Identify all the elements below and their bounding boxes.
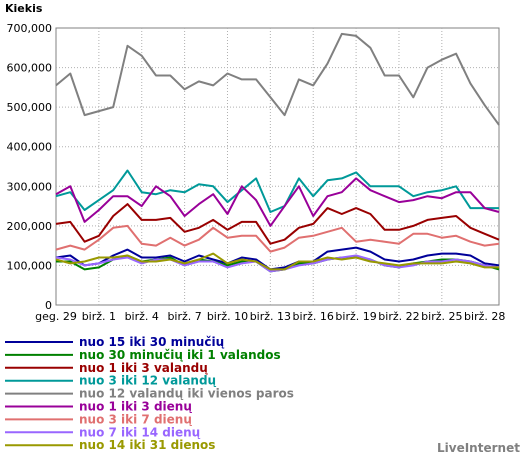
x-tick-label: birž. 19 bbox=[335, 310, 376, 323]
legend-label: nuo 7 iki 14 dienų bbox=[79, 425, 201, 439]
y-tick-label: 300,000 bbox=[7, 180, 53, 193]
series-line bbox=[55, 169, 499, 213]
legend-label: nuo 30 minučių iki 1 valandos bbox=[79, 348, 281, 362]
series-line bbox=[55, 177, 500, 227]
x-tick-label: birž. 10 bbox=[207, 310, 248, 323]
legend-label: nuo 3 iki 12 valandų bbox=[79, 374, 217, 388]
grid bbox=[56, 28, 499, 305]
y-tick-label: 500,000 bbox=[7, 101, 53, 114]
x-tick-label: geg. 29 bbox=[35, 310, 77, 323]
x-tick-label: birž. 4 bbox=[125, 310, 159, 323]
x-tick-label: birž. 28 bbox=[464, 310, 505, 323]
legend-label: nuo 1 iki 3 valandų bbox=[79, 361, 208, 375]
x-axis-labels: geg. 29 birž. 1 birž. 4 birž. 7 birž. 10 birž… bbox=[35, 310, 505, 323]
x-tick-label: birž. 16 bbox=[293, 310, 334, 323]
series-lines bbox=[55, 32, 500, 273]
y-tick-label: 100,000 bbox=[7, 259, 53, 272]
legend-label: nuo 1 iki 3 dienų bbox=[79, 400, 192, 414]
series-line bbox=[55, 224, 500, 253]
y-tick-label: 600,000 bbox=[7, 62, 53, 75]
legend-label: nuo 15 iki 30 minučių bbox=[79, 335, 225, 349]
legend-label: nuo 12 valandų iki vienos paros bbox=[79, 387, 294, 401]
x-tick-label: birž. 13 bbox=[250, 310, 291, 323]
x-tick-label: birž. 1 bbox=[82, 310, 116, 323]
y-tick-label: 700,000 bbox=[7, 22, 53, 35]
watermark: LiveInternet bbox=[437, 441, 520, 455]
y-tick-label: 400,000 bbox=[7, 141, 53, 154]
series-line bbox=[55, 32, 500, 126]
x-tick-label: birž. 7 bbox=[167, 310, 201, 323]
x-tick-label: birž. 25 bbox=[421, 310, 462, 323]
legend-label: nuo 3 iki 7 dienų bbox=[79, 412, 192, 426]
series-line bbox=[55, 252, 499, 271]
series-line bbox=[55, 203, 500, 245]
legend-label: nuo 14 iki 31 dienos bbox=[79, 438, 215, 452]
y-tick-label: 200,000 bbox=[7, 220, 53, 233]
y-axis-labels: 0 100,000 200,000 300,000 400,000 500,000 600,… bbox=[7, 22, 53, 312]
chart-title: Kiekis bbox=[5, 2, 43, 15]
y-tick-label: 0 bbox=[45, 299, 52, 312]
x-tick-label: birž. 22 bbox=[378, 310, 419, 323]
